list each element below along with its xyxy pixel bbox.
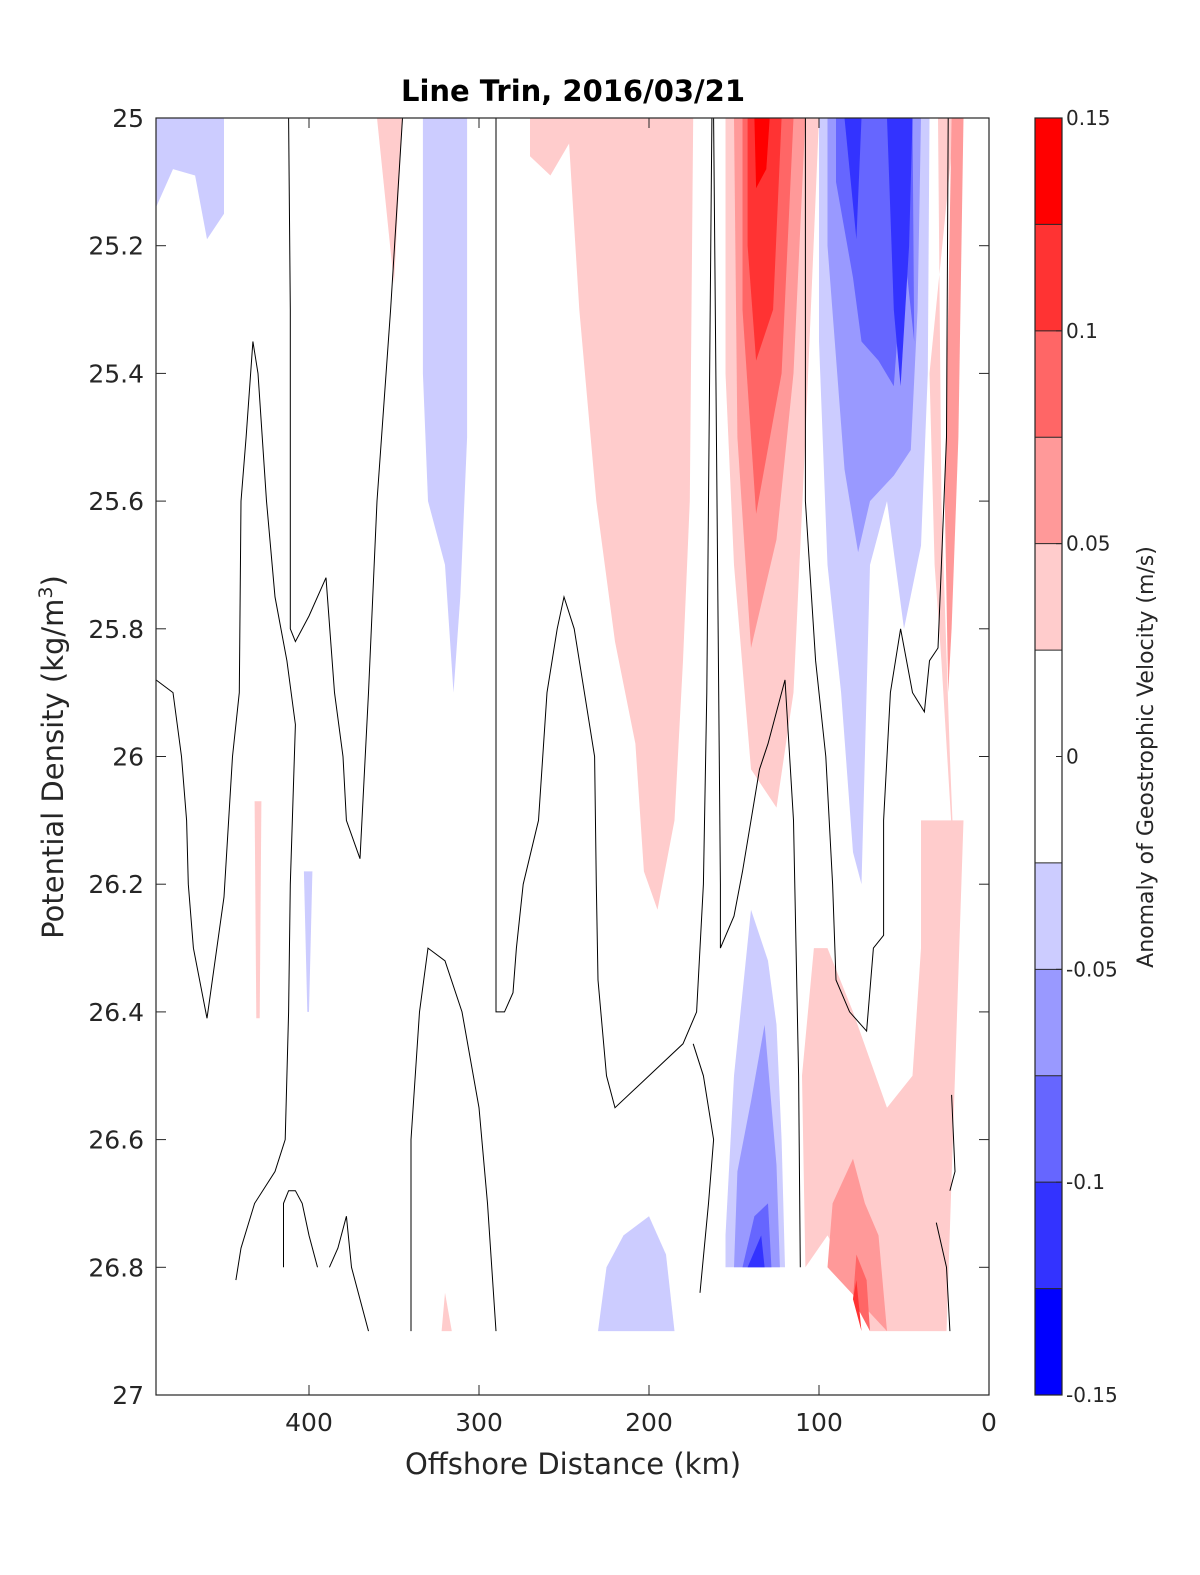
colorbar-level-0 [1035,118,1062,225]
y-tick-label-4: 25.8 [88,615,144,644]
y-tick-label-1: 25.2 [88,232,144,261]
x-tick-labels: 400 300 200 100 0 [285,1408,997,1437]
contour-region-15 [944,118,964,693]
contour-line-10 [935,1222,951,1332]
colorbar-level-4 [1035,543,1062,651]
contour-fill-layer [156,118,964,1332]
colorbar-level-1 [1035,224,1062,331]
x-tick-label-1: 300 [455,1408,503,1437]
contour-line-8 [804,118,949,1033]
contour-region-1 [377,118,403,284]
contour-region-17 [303,871,313,1012]
chart-title: Line Trin, 2016/03/21 [401,74,745,108]
contour-region-19 [827,1158,887,1332]
colorbar-level-2 [1035,330,1062,438]
contour-region-3 [530,118,694,910]
x-tick-label-3: 100 [795,1408,843,1437]
y-axis-label-close: ) [36,575,70,586]
contour-region-20 [853,1254,870,1332]
y-tick-label-2: 25.4 [88,359,144,388]
colorbar-label: Anomaly of Geostrophic Velocity (m/s) [1134,546,1159,968]
plot-frame [155,117,990,1396]
colorbar-level-9 [1035,1182,1062,1289]
colorbar-level-6 [1035,862,1062,970]
contour-line-0 [156,341,296,1281]
colorbar-tick-label-2: 0.05 [1066,532,1111,556]
y-tick-label-0: 25 [112,104,144,133]
y-axis-label-superscript: 3 [35,586,57,598]
x-axis-label: Offshore Distance (km) [405,1447,741,1481]
colorbar-tick-label-4: -0.05 [1066,957,1118,981]
contour-region-8 [754,118,770,189]
contour-region-24 [742,1203,772,1268]
contour-line-7 [713,118,801,1268]
contour-region-23 [734,1024,780,1268]
contour-line-1 [288,118,403,859]
contour-region-21 [853,1280,862,1332]
colorbar-ticks: 0.15 0.1 0.05 0 -0.05 -0.1 -0.15 [1056,106,1118,1407]
y-tick-label-10: 27 [112,1381,144,1410]
y-tick-labels: 25 25.2 25.4 25.6 25.8 26 26.2 26.4 26.6 26.8 27 [88,104,144,1410]
colorbar-tick-label-1: 0.1 [1066,319,1098,343]
x-tick-label-4: 0 [981,1408,997,1437]
contour-region-2 [422,118,468,693]
y-tick-label-6: 26.2 [88,870,144,899]
y-tick-label-7: 26.4 [88,998,144,1027]
colorbar-tick-label-3: 0 [1066,745,1079,769]
contour-region-13 [887,118,913,387]
contour-region-0 [156,118,224,240]
colorbar-level-7 [1035,969,1062,1076]
contour-line-3 [328,1216,369,1332]
contour-region-27 [441,1292,452,1332]
contour-line-4 [410,947,497,1332]
colorbar-level-8 [1035,1075,1062,1183]
contour-line-6 [495,118,713,1109]
y-axis-label-main: Potential Density (kg/m [36,599,70,939]
y-tick-label-8: 26.6 [88,1126,144,1155]
contour-line-9 [692,1043,715,1293]
x-tick-label-2: 200 [625,1408,673,1437]
x-tick-label-0: 400 [285,1408,333,1437]
colorbar-level-3 [1035,437,1062,544]
contour-region-26 [598,1216,675,1332]
y-tick-label-3: 25.6 [88,487,144,516]
colorbar-tick-label-0: 0.15 [1066,106,1111,130]
contour-line-layer [156,118,956,1332]
colorbar-level-10 [1035,1288,1062,1395]
y-tick-label-5: 26 [112,743,144,772]
contour-region-14 [929,118,955,885]
contour-line-11 [949,1094,956,1191]
contour-region-16 [254,801,262,1019]
contour-line-2 [283,1190,318,1268]
contour-region-12 [844,118,862,240]
y-axis-label: Potential Density (kg/m3) [35,575,70,939]
colorbar [1034,117,1063,1396]
y-tick-label-9: 26.8 [88,1253,144,1282]
colorbar-tick-label-5: -0.1 [1066,1170,1105,1194]
colorbar-tick-label-6: -0.15 [1066,1383,1118,1407]
contour-region-25 [747,1235,765,1268]
